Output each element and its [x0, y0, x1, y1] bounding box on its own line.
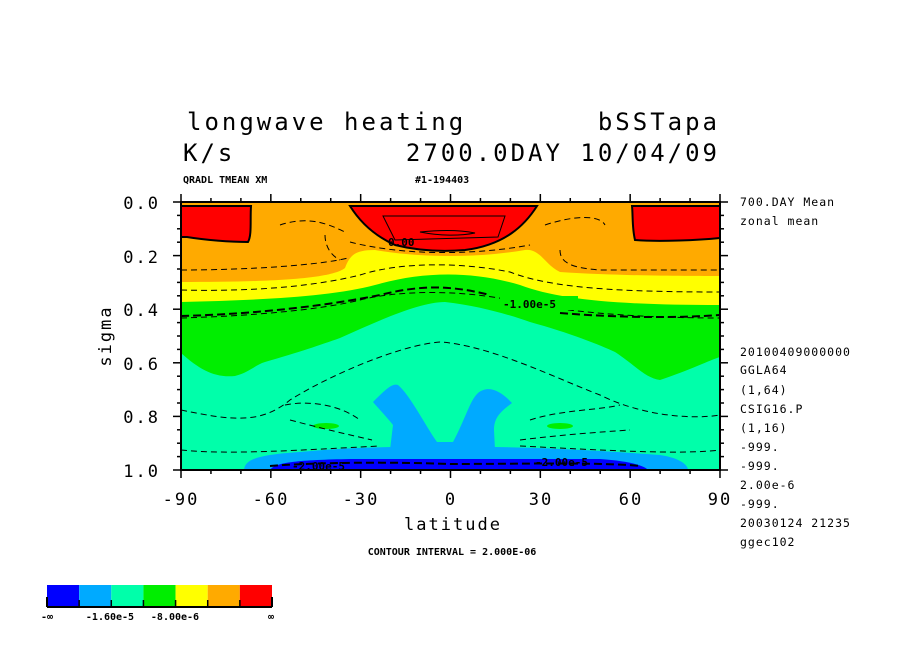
experiment-name: bSSTapa [598, 108, 720, 136]
side-info-line: ggec102 [740, 535, 795, 549]
units-label: K/s [183, 139, 235, 167]
y-tick-label: 0.8 [123, 408, 160, 428]
colorbar-swatch [143, 585, 176, 606]
x-tick-label: 30 [529, 490, 553, 510]
colorbar-swatch [79, 585, 112, 606]
plot-area: 0.00 -1.00e-5 -2.00e-5 -2.00e-5 [173, 194, 728, 478]
side-info-line: -999. [740, 497, 780, 511]
x-tick-label: -30 [343, 490, 380, 510]
region-red-right [630, 205, 720, 242]
colorbar-swatch [47, 585, 80, 606]
x-tick-label: 0 [445, 490, 457, 510]
y-tick-label: 0.2 [123, 248, 160, 268]
side-info-line: zonal mean [740, 214, 819, 228]
side-info-line: GGLA64 [740, 363, 788, 377]
chart-title: longwave heating [187, 108, 466, 136]
region-blue-bottom [270, 459, 648, 470]
colorbar-label: -8.00e-6 [151, 612, 199, 623]
time-label: 2700.0DAY 10/04/09 [406, 139, 720, 167]
region-lightblue-v [373, 384, 512, 450]
colorbar [46, 585, 273, 608]
side-info-line: 20100409000000 [740, 345, 851, 359]
colorbar-swatch [175, 585, 208, 606]
x-tick-label: 90 [708, 490, 732, 510]
colorbar-swatch [111, 585, 144, 606]
region-green-right [547, 423, 573, 429]
contour-interval-note: CONTOUR INTERVAL = 2.000E-06 [368, 547, 537, 558]
contour-label-minus-2e-5-left: -2.00e-5 [292, 460, 345, 473]
side-info-line: 20030124 21235 [740, 516, 851, 530]
axis-ticks [173, 194, 728, 478]
region-red-left [181, 205, 253, 244]
x-tick-label: 60 [619, 490, 643, 510]
colorbar-label: -1.60e-5 [86, 612, 134, 623]
y-tick-label: 0.0 [123, 194, 160, 214]
y-axis-title: sigma [96, 305, 116, 366]
y-tick-label: 0.6 [123, 355, 160, 375]
variable-line: QRADL TMEAN XM [183, 175, 267, 186]
contour-label-zero: 0.00 [388, 236, 415, 249]
x-axis-title: latitude [404, 515, 502, 535]
side-info-line: CSIG16.P [740, 402, 803, 416]
colorbar-swatch [207, 585, 240, 606]
side-info-line: -999. [740, 440, 780, 454]
x-tick-label: -90 [163, 490, 200, 510]
y-tick-label: 0.4 [123, 301, 160, 321]
y-axis-labels: 0.0 0.2 0.4 0.6 0.8 1.0 [123, 194, 160, 482]
colorbar-swatch [239, 585, 272, 606]
side-info-line: 700.DAY Mean [740, 195, 835, 209]
region-green-left [313, 423, 339, 429]
colorbar-label: ∞ [268, 612, 274, 623]
y-tick-label: 1.0 [123, 462, 160, 482]
side-info: 700.DAY Mean zonal mean 20100409000000 GGLA… [740, 195, 851, 549]
side-info-line: -999. [740, 459, 780, 473]
contour-label-minus-1e-5: -1.00e-5 [503, 298, 556, 311]
contour-lines [181, 217, 720, 453]
x-axis-labels: -90 -60 -30 0 30 60 90 [163, 490, 732, 510]
colorbar-label: -∞ [41, 612, 53, 623]
run-id: #1-194403 [415, 175, 469, 186]
region-teal [181, 302, 720, 470]
side-info-line: 2.00e-6 [740, 478, 795, 492]
contour-label-minus-2e-5-right: -2.00e-5 [535, 456, 588, 469]
x-tick-label: -60 [253, 490, 290, 510]
side-info-line: (1,16) [740, 421, 788, 435]
side-info-line: (1,64) [740, 383, 788, 397]
